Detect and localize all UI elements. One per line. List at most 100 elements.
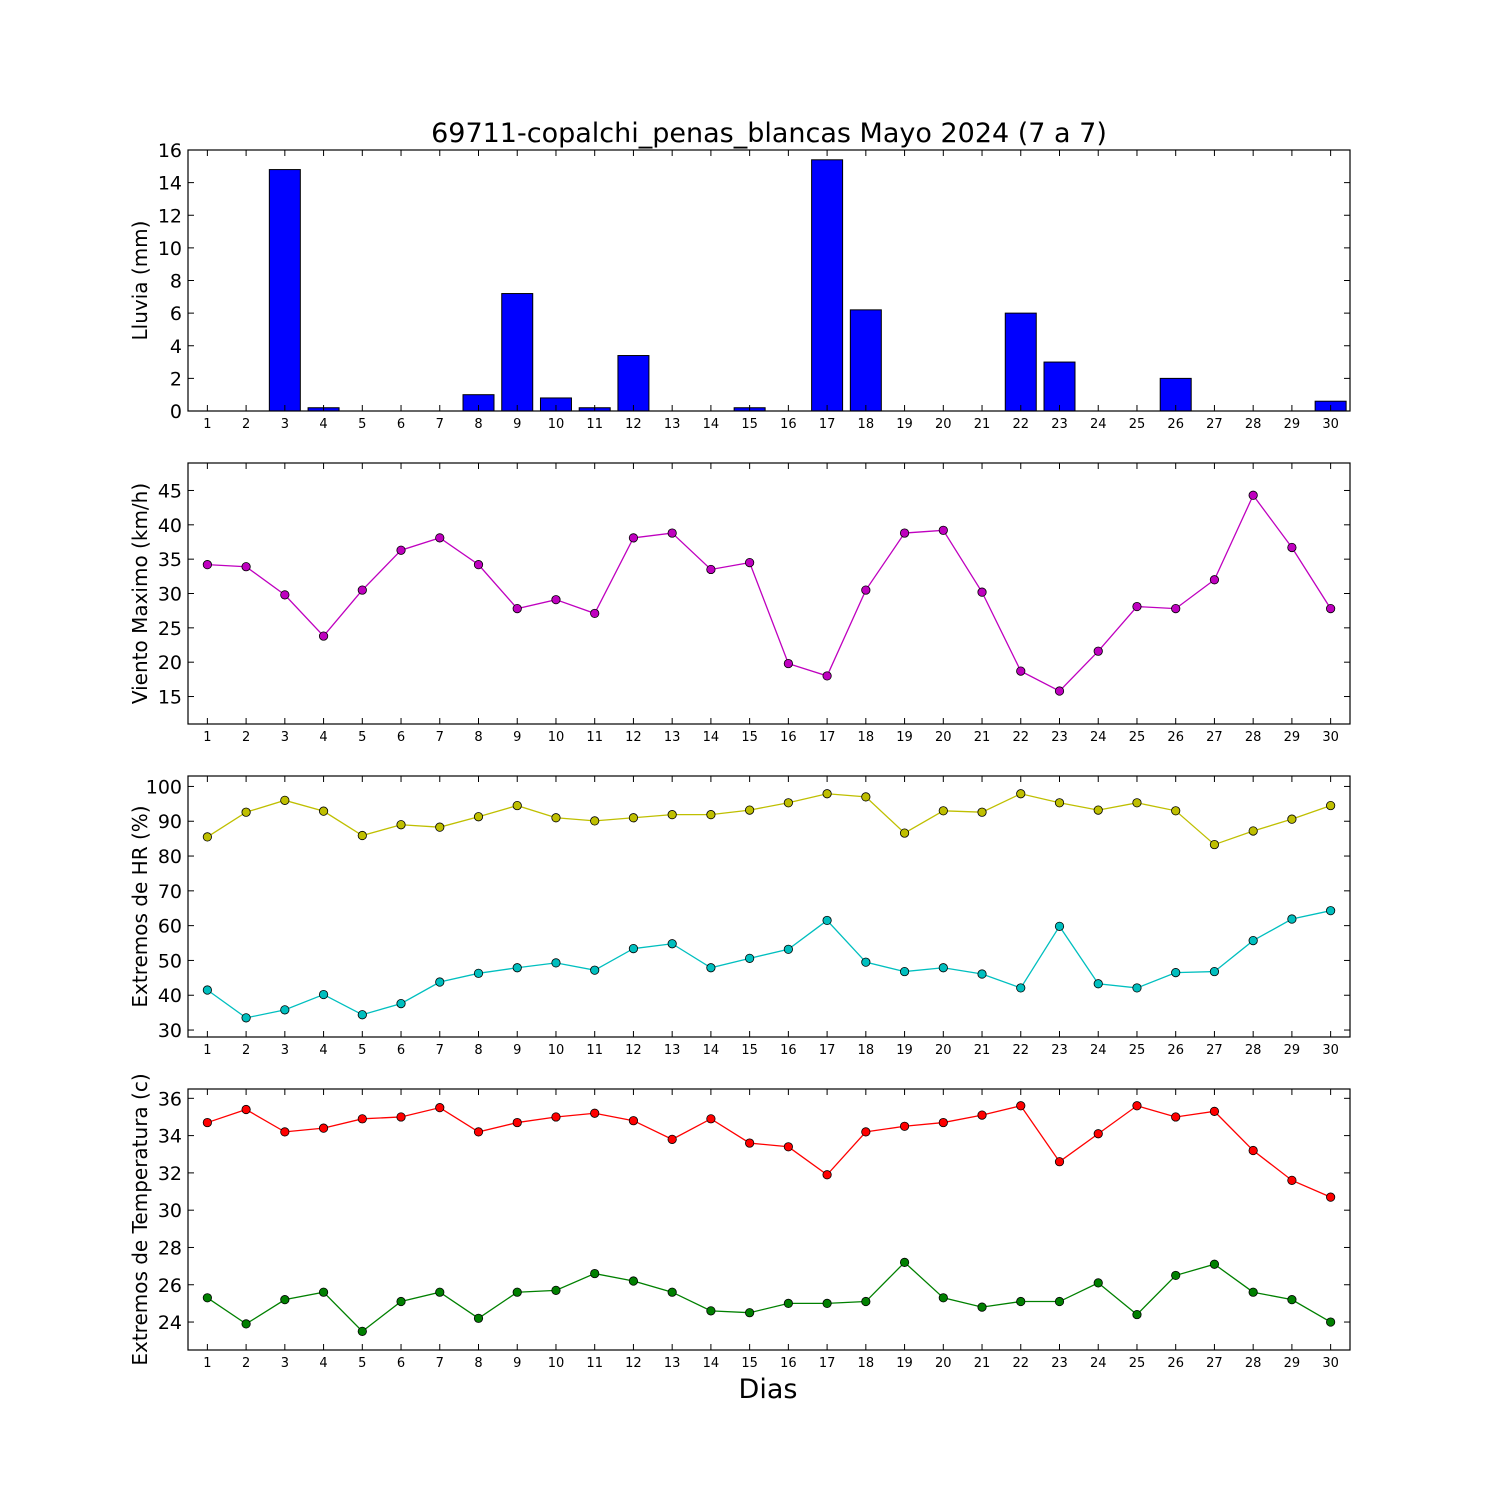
- x-tick-label: 2: [242, 1356, 250, 1371]
- data-point-2-day-1: [202, 1293, 212, 1303]
- data-point-2-day-19: [899, 966, 910, 977]
- data-point-2-day-28: [1248, 935, 1258, 946]
- data-point-1-day-29: [1287, 814, 1297, 824]
- data-point-2-day-27: [1209, 966, 1220, 977]
- data-point-2-day-14: [706, 1306, 716, 1316]
- x-tick-label: 2: [242, 417, 250, 432]
- data-point-1-day-16: [783, 658, 793, 669]
- y-tick-label: 40: [158, 515, 182, 537]
- data-point-1-day-3: [280, 795, 290, 805]
- x-tick-label: 11: [586, 730, 603, 745]
- x-tick-label: 1: [203, 1043, 211, 1058]
- x-tick-label: 25: [1129, 1356, 1146, 1371]
- data-point-1-day-17: [822, 671, 832, 681]
- x-tick-label: 25: [1129, 417, 1146, 432]
- data-point-1-day-25: [1132, 1101, 1142, 1111]
- y-tick-label: 40: [158, 985, 182, 1007]
- data-point-2-day-12: [628, 1276, 639, 1286]
- data-point-2-day-22: [1016, 983, 1026, 993]
- y-tick-label: 6: [170, 303, 182, 325]
- x-tick-label: 5: [358, 1356, 366, 1371]
- data-point-1-day-12: [628, 813, 639, 823]
- data-point-1-day-20: [938, 1117, 948, 1128]
- y-tick-label: 32: [158, 1163, 182, 1185]
- data-point-2-day-9: [512, 963, 522, 973]
- x-tick-label: 24: [1090, 1356, 1107, 1371]
- x-tick-label: 13: [664, 730, 681, 745]
- data-point-2-day-17: [822, 1298, 832, 1308]
- x-tick-label: 9: [513, 1356, 521, 1371]
- data-point-2-day-30: [1326, 1317, 1336, 1327]
- y-tick-label: 0: [170, 401, 182, 423]
- axes-frame: [187, 775, 1351, 1038]
- data-point-2-day-13: [667, 1287, 677, 1297]
- data-point-2-day-20: [938, 1293, 948, 1303]
- x-tick-label: 30: [1322, 730, 1339, 745]
- y-tick-label: 2: [170, 368, 182, 390]
- x-tick-label: 27: [1206, 417, 1223, 432]
- x-tick-label: 9: [513, 417, 521, 432]
- data-point-2-day-18: [861, 957, 871, 967]
- y-tick-label: 25: [158, 618, 182, 640]
- series-line-2: [206, 910, 1331, 1019]
- data-point-2-day-5: [357, 1010, 367, 1020]
- data-point-1-day-17: [822, 789, 832, 799]
- bar-day-17: [811, 159, 844, 412]
- x-tick-label: 21: [974, 1043, 991, 1058]
- data-point-2-day-27: [1209, 1259, 1220, 1269]
- x-tick-label: 26: [1167, 1356, 1184, 1371]
- data-point-1-day-29: [1287, 542, 1297, 553]
- x-tick-label: 12: [625, 730, 642, 745]
- x-tick-label: 23: [1051, 1356, 1068, 1371]
- x-tick-label: 14: [703, 730, 720, 745]
- y-axis-label: Extremos de HR (%): [128, 805, 152, 1007]
- data-point-1-day-14: [706, 810, 716, 820]
- data-point-2-day-3: [280, 1295, 290, 1305]
- x-tick-label: 8: [474, 730, 482, 745]
- x-tick-label: 30: [1322, 1356, 1339, 1371]
- data-point-2-day-16: [783, 944, 793, 954]
- y-tick-label: 30: [158, 584, 182, 606]
- data-point-1-day-30: [1326, 800, 1336, 811]
- x-tick-label: 3: [281, 1356, 289, 1371]
- y-tick-label: 60: [158, 916, 182, 938]
- x-tick-label: 28: [1245, 1356, 1262, 1371]
- y-tick-label: 100: [146, 776, 182, 798]
- data-point-1-day-16: [783, 798, 793, 808]
- x-tick-label: 17: [819, 417, 836, 432]
- data-point-2-day-24: [1093, 1278, 1103, 1288]
- data-point-1-day-14: [706, 564, 716, 575]
- x-tick-label: 8: [474, 1356, 482, 1371]
- data-point-1-day-24: [1093, 1129, 1103, 1139]
- x-tick-label: 30: [1322, 1043, 1339, 1058]
- x-tick-label: 23: [1051, 730, 1068, 745]
- x-tick-label: 20: [935, 1356, 952, 1371]
- data-point-2-day-7: [435, 977, 445, 987]
- x-tick-label: 7: [436, 730, 444, 745]
- data-point-1-day-11: [590, 816, 600, 826]
- x-tick-label: 9: [513, 1043, 521, 1058]
- data-point-1-day-16: [783, 1142, 793, 1152]
- data-point-2-day-29: [1287, 914, 1297, 924]
- x-tick-label: 14: [703, 417, 720, 432]
- data-point-1-day-20: [938, 806, 948, 816]
- x-tick-label: 4: [319, 730, 327, 745]
- data-point-2-day-8: [473, 968, 484, 978]
- x-tick-label: 4: [319, 1356, 327, 1371]
- series-line-1: [207, 793, 1331, 846]
- y-tick-label: 35: [158, 549, 182, 571]
- x-tick-label: 21: [974, 417, 991, 432]
- data-point-2-day-4: [318, 989, 329, 1000]
- x-tick-label: 16: [780, 730, 797, 745]
- y-tick-label: 15: [158, 687, 182, 709]
- x-tick-label: 29: [1284, 417, 1301, 432]
- x-tick-label: 1: [203, 730, 211, 745]
- data-point-2-day-23: [1054, 921, 1065, 931]
- data-point-1-day-5: [357, 585, 367, 595]
- x-tick-label: 29: [1284, 1356, 1301, 1371]
- data-point-2-day-2: [241, 1319, 251, 1329]
- bar-day-12: [617, 355, 650, 412]
- y-tick-label: 24: [158, 1312, 182, 1334]
- data-point-1-day-9: [512, 800, 522, 811]
